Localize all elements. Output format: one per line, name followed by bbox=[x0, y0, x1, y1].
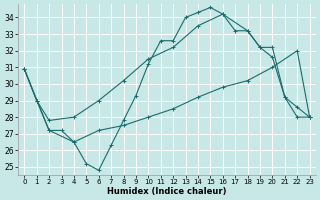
X-axis label: Humidex (Indice chaleur): Humidex (Indice chaleur) bbox=[107, 187, 227, 196]
